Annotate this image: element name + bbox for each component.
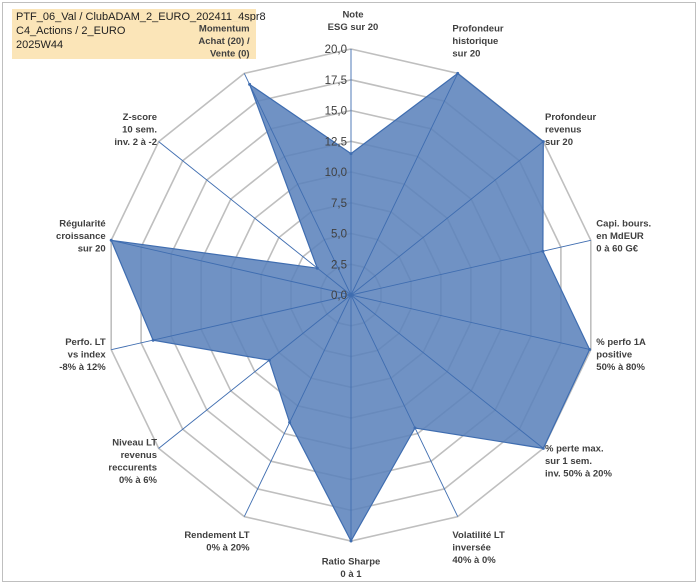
axis-spoke bbox=[350, 239, 591, 296]
tick-label: 2,5 bbox=[331, 259, 347, 271]
title-line-2: C4_Actions / 2_EURO bbox=[16, 25, 126, 37]
axis-spoke bbox=[158, 294, 352, 449]
tick-label: 15,0 bbox=[325, 106, 347, 118]
axis-label: positive bbox=[596, 349, 632, 360]
axis-label: Capi. bours. bbox=[596, 219, 651, 230]
axis-label: inversée bbox=[452, 543, 491, 554]
axis-spoke bbox=[350, 294, 591, 351]
momentum-label-highlight bbox=[198, 21, 253, 35]
axis-label: ESG sur 20 bbox=[328, 22, 379, 33]
axis-spoke bbox=[111, 294, 352, 351]
axis-label: inv. 2 à -2 bbox=[114, 137, 157, 148]
axis-label: 0 à 1 bbox=[340, 569, 362, 580]
axis-label: en MdEUR bbox=[596, 231, 644, 242]
tick-label: 0,0 bbox=[331, 290, 347, 302]
axis-label: Rendement LT bbox=[184, 530, 249, 541]
axis-label: sur 20 bbox=[545, 137, 573, 148]
tick-label: 20,0 bbox=[325, 44, 347, 56]
axis-label: Note bbox=[342, 10, 363, 21]
series-area bbox=[110, 72, 591, 543]
axis-label: vs index bbox=[68, 349, 107, 360]
axis-spoke bbox=[158, 141, 352, 296]
axis-label: Ratio Sharpe bbox=[322, 557, 381, 568]
axis-label: 0% à 20% bbox=[206, 543, 250, 554]
radar-spokes bbox=[111, 49, 591, 541]
axis-label: Vente (0) bbox=[210, 48, 250, 59]
axis-spoke bbox=[350, 73, 459, 296]
axis-label: 0% à 6% bbox=[119, 475, 158, 486]
axis-label: Volatilité LT bbox=[452, 530, 505, 541]
axis-label: Z-score bbox=[123, 112, 157, 123]
radar-tick-labels: 0,0 2,5 5,0 7,5 10,0 12,5 15,0 17,5 20,0 bbox=[325, 44, 347, 302]
axis-label: revenus bbox=[545, 124, 581, 135]
axis-label: historique bbox=[452, 36, 498, 47]
axis-spoke bbox=[350, 294, 459, 517]
axis-label: Perfo. LT bbox=[65, 337, 106, 348]
axis-label: reccurents bbox=[108, 462, 157, 473]
axis-spoke bbox=[350, 294, 544, 449]
axis-spoke bbox=[243, 294, 352, 517]
tick-label: 5,0 bbox=[331, 229, 347, 241]
axis-label: croissance bbox=[56, 231, 106, 242]
axis-label: Achat (20) / bbox=[198, 36, 250, 47]
axis-label: sur 20 bbox=[78, 244, 106, 255]
axis-label: 10 sem. bbox=[122, 124, 157, 135]
axis-label: 0 à 60 G€ bbox=[596, 244, 638, 255]
title-line-1: PTF_06_Val / ClubADAM_2_EURO_202411_4spr… bbox=[16, 11, 266, 23]
axis-spoke bbox=[243, 73, 352, 296]
axis-label: inv. 50% à 20% bbox=[545, 469, 612, 480]
axis-label: Régularité bbox=[59, 219, 105, 230]
tick-label: 7,5 bbox=[331, 198, 347, 210]
axis-spoke bbox=[350, 141, 544, 296]
axis-label: % perte max. bbox=[545, 444, 604, 455]
tick-label: 10,0 bbox=[325, 167, 347, 179]
axis-label: % perfo 1A bbox=[596, 337, 646, 348]
axis-spoke bbox=[111, 239, 352, 296]
axis-label: sur 20 bbox=[452, 48, 480, 59]
radar-series bbox=[109, 71, 592, 543]
axis-label: Profondeur bbox=[452, 23, 503, 34]
tick-label: 12,5 bbox=[325, 136, 347, 148]
tick-label: 17,5 bbox=[325, 75, 347, 87]
axis-label: sur 1 sem. bbox=[545, 456, 592, 467]
axis-label: Profondeur bbox=[545, 112, 596, 123]
title-line-3: 2025W44 bbox=[16, 39, 64, 51]
axis-label: 40% à 0% bbox=[452, 555, 496, 566]
axis-label: Momentum bbox=[199, 23, 250, 34]
axis-label: Niveau LT bbox=[112, 437, 157, 448]
axis-label: 50% à 80% bbox=[596, 362, 645, 373]
axis-label: revenus bbox=[121, 450, 157, 461]
axis-label: -8% à 12% bbox=[59, 362, 106, 373]
